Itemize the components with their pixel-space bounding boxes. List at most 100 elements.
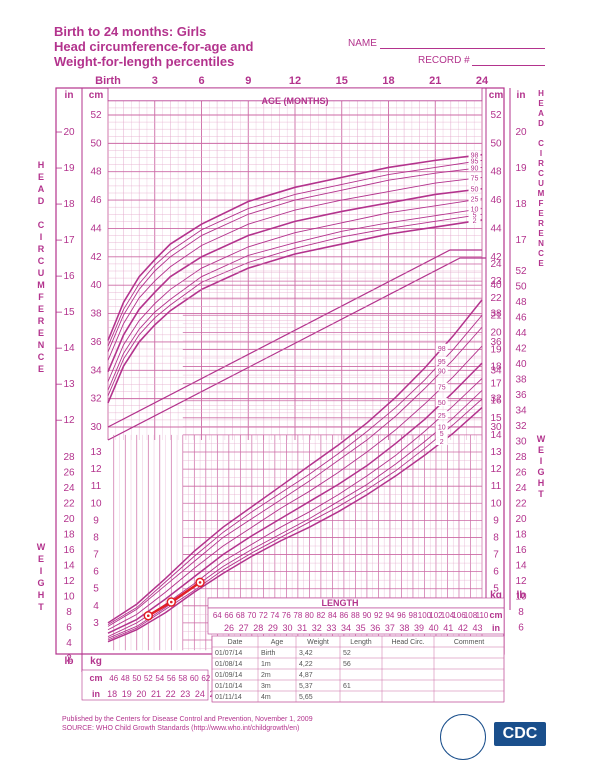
- cm-tick-left: 42: [90, 252, 102, 263]
- head-percentile-label: 75: [471, 175, 479, 182]
- table-header: Comment: [454, 639, 484, 646]
- cm-tick-right: 44: [490, 223, 502, 234]
- side-title-letter: C: [538, 169, 544, 178]
- table-header: Length: [350, 639, 372, 646]
- weight-percentile-label: 2: [440, 439, 444, 446]
- lb-tick-right: 36: [515, 390, 527, 401]
- side-title-letter: E: [538, 209, 544, 218]
- length-cm-tick: 66: [224, 611, 233, 620]
- percentile-label-bg: [435, 398, 448, 407]
- record-field[interactable]: [472, 65, 545, 66]
- record-label: RECORD #: [418, 55, 470, 66]
- cm-tick-left: 44: [90, 223, 102, 234]
- lb-tick-right: 32: [515, 421, 527, 432]
- cm-tick-left: 34: [90, 365, 102, 376]
- length-axis-box: [207, 607, 505, 635]
- head-percentile-75: [107, 176, 483, 361]
- side-title-letter: H: [38, 160, 45, 170]
- footer-line-1: Published by the Centers for Disease Con…: [62, 716, 313, 723]
- kg-tick-right: 19: [490, 344, 502, 355]
- name-field[interactable]: [380, 48, 545, 49]
- kg-tick-right: 13: [490, 447, 502, 458]
- length-cm-tick: 54: [155, 674, 164, 683]
- head-percentile-label: 98: [471, 153, 479, 160]
- head-percentile-label: 2: [473, 218, 477, 225]
- percentile-label-bg: [468, 184, 481, 193]
- kg-tick-left: 4: [93, 601, 99, 612]
- cm-tick-left: 48: [90, 167, 102, 178]
- kg-tick-left: 5: [93, 584, 99, 595]
- side-title-letter: I: [40, 566, 43, 576]
- percentile-label-bg: [468, 215, 481, 224]
- lb-tick-right: 28: [515, 452, 527, 463]
- table-cell: 61: [343, 683, 351, 690]
- unit-cm-length-left: cm: [89, 673, 102, 683]
- unit-kg-right: kg: [490, 590, 502, 601]
- length-cm-tick: 82: [316, 611, 325, 620]
- side-title-letter: N: [38, 340, 45, 350]
- length-in-tick: 30: [283, 623, 293, 633]
- length-in-tick: 42: [458, 623, 468, 633]
- side-title-letter: H: [538, 478, 545, 488]
- length-in-tick: 33: [326, 623, 336, 633]
- side-title-letter: F: [38, 292, 44, 302]
- side-title-letter: W: [537, 434, 546, 444]
- unit-cm-left: cm: [89, 90, 104, 101]
- weight-percentile-90: [107, 326, 483, 627]
- side-title-letter: F: [539, 199, 544, 208]
- weight-percentile-label: 10: [438, 424, 446, 431]
- length-cm-tick: 90: [362, 611, 371, 620]
- length-cm-tick: 50: [132, 674, 141, 683]
- lb-tick-left: 28: [63, 452, 75, 463]
- length-in-tick: 31: [297, 623, 307, 633]
- length-in-tick: 18: [107, 689, 117, 699]
- cm-tick-left: 40: [90, 280, 102, 291]
- side-title-letter: R: [38, 244, 45, 254]
- length-cm-tick: 78: [293, 611, 302, 620]
- lb-tick-right: 18: [515, 530, 527, 541]
- cm-tick-right: 30: [490, 422, 502, 433]
- unit-kg-left: kg: [90, 656, 102, 667]
- side-title-letter: I: [540, 456, 543, 466]
- cm-tick-left: 36: [90, 337, 102, 348]
- in-tick-left: 14: [63, 343, 75, 354]
- unit-cm-length: cm: [489, 610, 502, 620]
- age-tick-label: 21: [429, 75, 441, 87]
- length-cm-tick: 86: [339, 611, 348, 620]
- kg-tick-right: 18: [490, 362, 502, 373]
- lb-tick-left: 20: [63, 514, 75, 525]
- side-title-letter: D: [38, 196, 45, 206]
- length-in-tick: 26: [224, 623, 234, 633]
- lb-tick-right: 16: [515, 545, 527, 556]
- side-title-letter: T: [38, 602, 44, 612]
- hhs-seal-icon: [440, 714, 486, 760]
- unit-in-length-left: in: [92, 689, 100, 699]
- kg-tick-right: 9: [493, 515, 499, 526]
- table-header: Head Circ.: [391, 639, 424, 646]
- table-header: Date: [228, 639, 243, 646]
- cm-tick-left: 30: [90, 422, 102, 433]
- patient-data-point-center: [198, 581, 202, 584]
- percentile-label-bg: [468, 150, 481, 159]
- side-title-letter: E: [38, 328, 44, 338]
- lb-tick-left: 6: [66, 623, 72, 634]
- side-title-letter: A: [538, 109, 544, 118]
- length-cm-tick: 102: [429, 611, 443, 620]
- length-in-tick: 40: [429, 623, 439, 633]
- lb-tick-right: 14: [515, 561, 527, 572]
- in-tick-right: 19: [515, 163, 527, 174]
- length-cm-tick: 68: [236, 611, 245, 620]
- percentile-label-bg: [435, 411, 448, 420]
- length-cm-tick: 62: [201, 674, 210, 683]
- side-title-letter: T: [538, 489, 544, 499]
- length-cm-tick: 100: [418, 611, 432, 620]
- side-title-letter: I: [40, 232, 43, 242]
- panel-separator: [107, 257, 486, 441]
- side-title-letter: M: [538, 189, 545, 198]
- kg-tick-right: 24: [490, 259, 502, 270]
- table-cell: 1m: [261, 661, 271, 668]
- weight-percentile-label: 75: [438, 385, 446, 392]
- kg-tick-right: 12: [490, 464, 502, 475]
- side-title-letter: W: [37, 542, 46, 552]
- table-header: Weight: [307, 639, 329, 646]
